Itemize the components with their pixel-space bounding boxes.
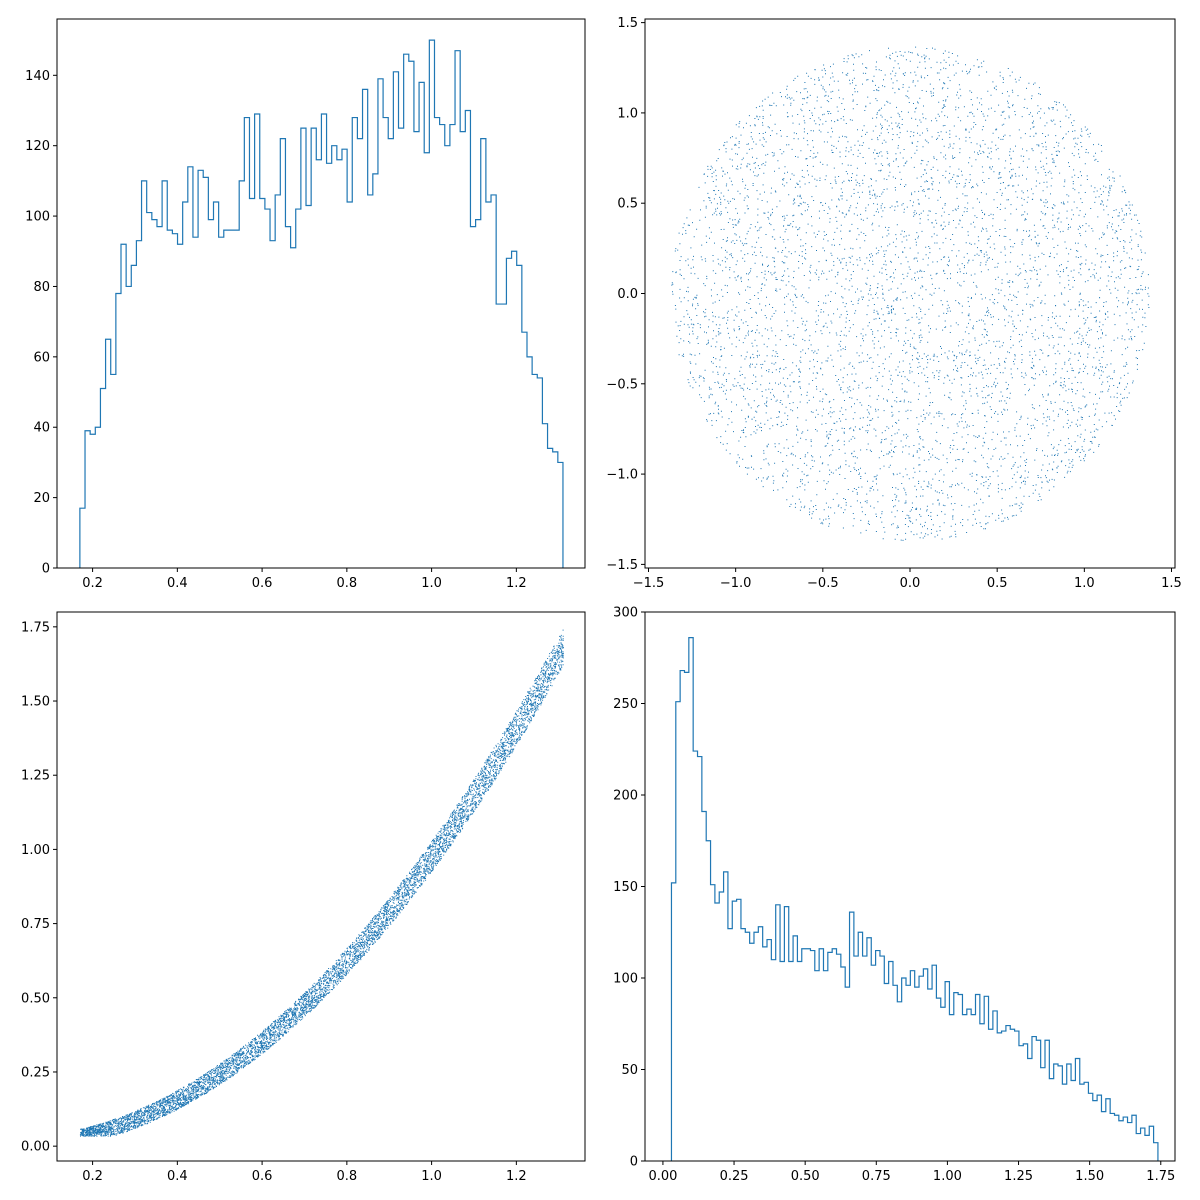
x-tick-label: 1.2 bbox=[506, 576, 527, 591]
scatter-panel-bottom-left: 0.2 0.4 0.6 0.8 1.0 1.2 0.00 0.25 0.50 0.75 1.00 1.… bbox=[21, 611, 586, 1184]
x-tick-label: 1.00 bbox=[933, 1169, 962, 1184]
y-tick-label: 1.50 bbox=[21, 695, 50, 710]
x-tick-label: 1.0 bbox=[421, 1169, 442, 1184]
x-tick-label: 1.50 bbox=[1075, 1169, 1104, 1184]
y-tick-label: 0.75 bbox=[21, 917, 50, 932]
y-tick-label: −1.0 bbox=[606, 468, 638, 483]
histogram-panel-top-left: 0.2 0.4 0.6 0.8 1.0 1.2 0 20 40 60 80 100 120 140 bbox=[25, 18, 586, 591]
y-tick-label: 80 bbox=[33, 280, 50, 295]
x-tick-label: 0.8 bbox=[337, 576, 358, 591]
x-tick-label: −1.5 bbox=[633, 576, 665, 591]
x-tick-label: 1.0 bbox=[1074, 576, 1095, 591]
y-tick-label: 120 bbox=[25, 139, 50, 154]
y-tick-label: 100 bbox=[25, 210, 50, 225]
y-tick-label: −0.5 bbox=[606, 377, 638, 392]
y-tick-label: 0.0 bbox=[617, 287, 638, 302]
histogram-panel-bottom-right: 0.00 0.25 0.50 0.75 1.00 1.25 1.50 1.75 0 50 100 15… bbox=[613, 606, 1176, 1184]
x-tick-label: 1.75 bbox=[1146, 1169, 1175, 1184]
y-tick-label: 300 bbox=[613, 606, 638, 621]
y-tick-label: 60 bbox=[33, 350, 50, 365]
x-tick-label: 0.25 bbox=[720, 1169, 749, 1184]
x-tick-label: 0.75 bbox=[862, 1169, 891, 1184]
y-tick-label: 20 bbox=[33, 491, 50, 506]
y-tick-label: 200 bbox=[613, 789, 638, 804]
y-tick-label: 100 bbox=[613, 972, 638, 987]
x-tick-label: 0.2 bbox=[82, 1169, 103, 1184]
x-tick-label: −0.5 bbox=[807, 576, 839, 591]
scatter-points bbox=[79, 629, 565, 1137]
x-tick-label: 0.8 bbox=[337, 1169, 358, 1184]
y-tick-label: 1.5 bbox=[617, 16, 638, 31]
y-tick-label: 0 bbox=[42, 562, 50, 577]
y-tick-label: 0.50 bbox=[21, 991, 50, 1006]
x-tick-label: 1.2 bbox=[506, 1169, 527, 1184]
y-tick-label: 150 bbox=[613, 880, 638, 895]
y-tick-label: −1.5 bbox=[606, 558, 638, 573]
histogram-step-line bbox=[670, 637, 1159, 1161]
x-tick-label: 0.4 bbox=[167, 1169, 188, 1184]
x-tick-label: 0.5 bbox=[987, 576, 1008, 591]
x-tick-label: 0.2 bbox=[82, 576, 103, 591]
y-tick-label: 1.0 bbox=[617, 106, 638, 121]
y-tick-label: 1.25 bbox=[21, 769, 50, 784]
axes-frame bbox=[56, 611, 586, 1162]
x-tick-label: 0.0 bbox=[900, 576, 921, 591]
axes-frame bbox=[644, 611, 1176, 1162]
x-tick-label: 0.00 bbox=[648, 1169, 677, 1184]
y-tick-label: 40 bbox=[33, 421, 50, 436]
x-tick-label: 0.50 bbox=[791, 1169, 820, 1184]
y-tick-label: 140 bbox=[25, 69, 50, 84]
y-tick-label: 0.5 bbox=[617, 197, 638, 212]
histogram-step-line bbox=[79, 39, 564, 568]
y-tick-label: 1.00 bbox=[21, 843, 50, 858]
axes-frame bbox=[56, 18, 586, 569]
x-tick-label: 0.4 bbox=[167, 576, 188, 591]
y-tick-label: 0.00 bbox=[21, 1140, 50, 1155]
scatter-panel-top-right: −1.5 −1.0 −0.5 0.0 0.5 1.0 1.5 −1.5 −1.0 −0.5 0.0 0… bbox=[606, 16, 1181, 591]
x-tick-label: 1.25 bbox=[1004, 1169, 1033, 1184]
y-tick-label: 0 bbox=[630, 1155, 638, 1170]
y-tick-label: 250 bbox=[613, 697, 638, 712]
scatter-points bbox=[671, 46, 1150, 541]
x-tick-label: 1.5 bbox=[1161, 576, 1182, 591]
x-tick-label: −1.0 bbox=[720, 576, 752, 591]
x-tick-label: 0.6 bbox=[252, 1169, 273, 1184]
y-tick-label: 0.25 bbox=[21, 1065, 50, 1080]
x-tick-label: 1.0 bbox=[421, 576, 442, 591]
x-tick-label: 0.6 bbox=[252, 576, 273, 591]
axes-frame bbox=[644, 18, 1176, 569]
y-tick-label: 1.75 bbox=[21, 620, 50, 635]
y-tick-label: 50 bbox=[621, 1063, 638, 1078]
